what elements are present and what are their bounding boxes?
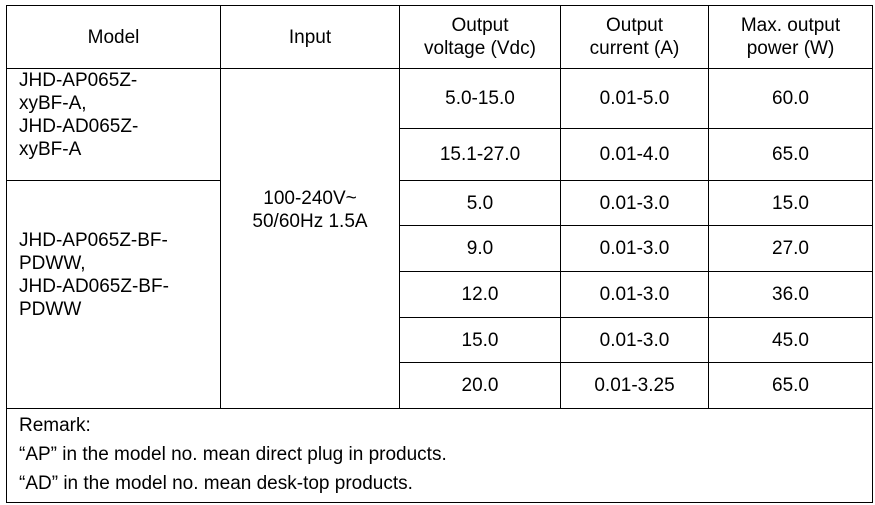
current-cell: 0.01-3.0	[560, 225, 709, 272]
voltage-cell: 20.0	[399, 362, 561, 409]
model-line: JHD-AD065Z-	[19, 116, 139, 137]
table-row: JHD-AP065Z- xyBF-A, JHD-AD065Z- xyBF-A 1…	[6, 68, 873, 409]
remark-line: “AP” in the model no. mean direct plug i…	[19, 444, 447, 465]
model-cell: JHD-AP065Z- xyBF-A, JHD-AD065Z- xyBF-A	[6, 68, 221, 181]
remark-cell: Remark: “AP” in the model no. mean direc…	[6, 408, 873, 503]
power-cell: 15.0	[708, 180, 873, 226]
header-output-current: Output current (A)	[560, 5, 709, 69]
remark-title: Remark:	[19, 415, 91, 436]
model-line: xyBF-A,	[19, 93, 87, 114]
table-row: 15.0 0.01-3.0 45.0	[7, 317, 873, 363]
table-row: 20.0 0.01-3.25 65.0	[7, 362, 873, 409]
power-cell: 36.0	[708, 271, 873, 318]
current-cell: 0.01-3.25	[560, 362, 709, 409]
voltage-cell: 15.1-27.0	[399, 128, 561, 181]
model-line: PDWW,	[19, 252, 86, 274]
model-line: PDWW	[19, 298, 82, 320]
header-model: Model	[6, 5, 221, 69]
remark-row: Remark: “AP” in the model no. mean direc…	[6, 408, 873, 503]
model-line: xyBF-A	[19, 139, 82, 160]
voltage-cell: 15.0	[399, 317, 561, 363]
voltage-cell: 12.0	[399, 271, 561, 318]
header-max-power: Max. output power (W)	[708, 5, 873, 69]
header-text: Output	[451, 15, 509, 36]
input-line: 50/60Hz 1.5A	[252, 210, 368, 232]
spec-table: Model Input Output voltage (Vdc) Output cu…	[6, 5, 873, 503]
power-cell: 45.0	[708, 317, 873, 363]
header-text: voltage (Vdc)	[424, 38, 536, 59]
current-cell: 0.01-5.0	[560, 68, 709, 129]
header-output-voltage: Output voltage (Vdc)	[399, 5, 561, 69]
voltage-cell: 5.0-15.0	[399, 68, 561, 129]
voltage-cell: 5.0	[399, 180, 561, 226]
model-cell: JHD-AP065Z-BF- PDWW, JHD-AD065Z-BF- PDWW	[6, 180, 221, 409]
header-text: power (W)	[746, 38, 835, 59]
model-line: JHD-AD065Z-BF-	[19, 275, 169, 297]
model-line: JHD-AP065Z-	[19, 70, 138, 91]
table-row: JHD-AP065Z-BF- PDWW, JHD-AD065Z-BF- PDWW…	[6, 180, 873, 409]
current-cell: 0.01-3.0	[560, 271, 709, 318]
table-row: 15.1-27.0 0.01-4.0 65.0	[7, 128, 873, 181]
header-text: Max. output	[740, 15, 841, 36]
power-cell: 60.0	[708, 68, 873, 129]
header-input: Input	[220, 5, 400, 69]
header-row: Model Input Output voltage (Vdc) Output cu…	[6, 5, 873, 69]
header-text: Output	[605, 15, 664, 36]
model-line: JHD-AP065Z-BF-	[19, 229, 168, 251]
power-cell: 65.0	[708, 128, 873, 181]
table-row: 12.0 0.01-3.0 36.0	[7, 271, 873, 318]
table-row: 9.0 0.01-3.0 27.0	[7, 225, 873, 272]
header-text: current (A)	[589, 38, 680, 59]
voltage-cell: 9.0	[399, 225, 561, 272]
power-cell: 27.0	[708, 225, 873, 272]
input-cell: 100-240V~ 50/60Hz 1.5A	[220, 68, 400, 409]
power-cell: 65.0	[708, 362, 873, 409]
input-line: 100-240V~	[263, 187, 357, 209]
current-cell: 0.01-4.0	[560, 128, 709, 181]
current-cell: 0.01-3.0	[560, 180, 709, 226]
current-cell: 0.01-3.0	[560, 317, 709, 363]
remark-line: “AD” in the model no. mean desk-top prod…	[19, 473, 413, 494]
